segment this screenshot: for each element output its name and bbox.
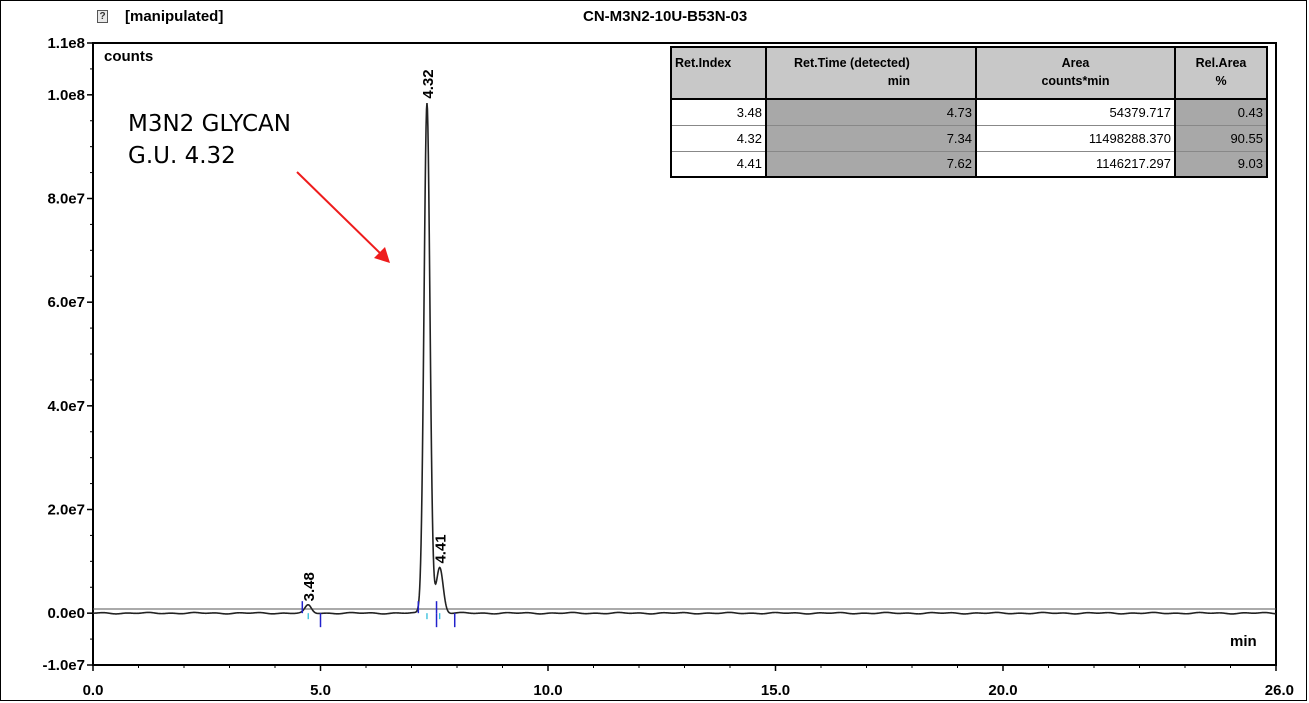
- cell-rel-area: 9.03: [1174, 151, 1268, 178]
- table-row: 4.41 7.62 1146217.297 9.03: [670, 151, 1268, 178]
- table-row: 4.32 7.34 11498288.370 90.55: [670, 125, 1268, 152]
- y-tick-label: 1.1e8: [47, 35, 85, 52]
- cell-ret-index: 4.41: [670, 151, 767, 178]
- header-rel-area: Rel.Area%: [1174, 46, 1268, 100]
- x-axis-label: min: [1230, 633, 1257, 650]
- x-tick-label: 26.0: [1265, 682, 1294, 699]
- annotation-arrow: [296, 171, 390, 263]
- y-tick-label: 0.0e0: [47, 605, 85, 622]
- cell-area: 11498288.370: [975, 125, 1176, 152]
- glycan-annotation: M3N2 GLYCAN G.U. 4.32: [128, 108, 291, 172]
- y-tick-label: 6.0e7: [47, 294, 85, 311]
- y-axis: -1.0e7 0.0e0 2.0e7 4.0e7 6.0e7 8.0e7 1.0e8 1.1e…: [42, 35, 93, 674]
- y-tick-label: 8.0e7: [47, 191, 85, 208]
- x-axis: 0.0 5.0 10.0 15.0 20.0 26.0: [83, 665, 1294, 699]
- y-tick-label: -1.0e7: [42, 657, 85, 674]
- annotation-line-1: M3N2 GLYCAN: [128, 111, 291, 137]
- header-ret-index: Ret.Index: [670, 46, 767, 100]
- header-ret-time: Ret.Time (detected) min: [765, 46, 977, 100]
- cell-rel-area: 90.55: [1174, 125, 1268, 152]
- cell-ret-index: 4.32: [670, 125, 767, 152]
- table-row: 3.48 4.73 54379.717 0.43: [670, 99, 1268, 126]
- peak-marks: 3.48 4.32 4.41: [301, 69, 456, 628]
- x-tick-label: 0.0: [83, 682, 104, 699]
- x-tick-label: 20.0: [988, 682, 1017, 699]
- x-tick-label: 5.0: [310, 682, 331, 699]
- peak-label: 3.48: [301, 572, 318, 601]
- peak-label: 4.32: [420, 69, 437, 98]
- y-tick-label: 1.0e8: [47, 87, 85, 104]
- header-area: Area counts*min: [975, 46, 1176, 100]
- sample-name: CN-M3N2-10U-B53N-03: [583, 8, 748, 25]
- cell-ret-time: 7.34: [765, 125, 977, 152]
- cell-area: 1146217.297: [975, 151, 1176, 178]
- question-doc-icon[interactable]: ?: [97, 10, 108, 23]
- cell-ret-index: 3.48: [670, 99, 767, 126]
- cell-rel-area: 0.43: [1174, 99, 1268, 126]
- status-label: [manipulated]: [125, 8, 224, 25]
- annotation-line-2: G.U. 4.32: [128, 143, 236, 169]
- y-axis-label: counts: [104, 48, 153, 65]
- x-tick-label: 10.0: [533, 682, 562, 699]
- y-tick-label: 4.0e7: [47, 398, 85, 415]
- chromatogram-trace: [92, 103, 1277, 615]
- y-tick-label: 2.0e7: [47, 502, 85, 519]
- cell-ret-time: 7.62: [765, 151, 977, 178]
- x-tick-label: 15.0: [761, 682, 790, 699]
- table-header-row: Ret.Index Ret.Time (detected) min Area cou…: [670, 46, 1268, 100]
- peak-results-table: Ret.Index Ret.Time (detected) min Area cou…: [670, 46, 1268, 178]
- cell-area: 54379.717: [975, 99, 1176, 126]
- cell-ret-time: 4.73: [765, 99, 977, 126]
- peak-label: 4.41: [433, 534, 450, 563]
